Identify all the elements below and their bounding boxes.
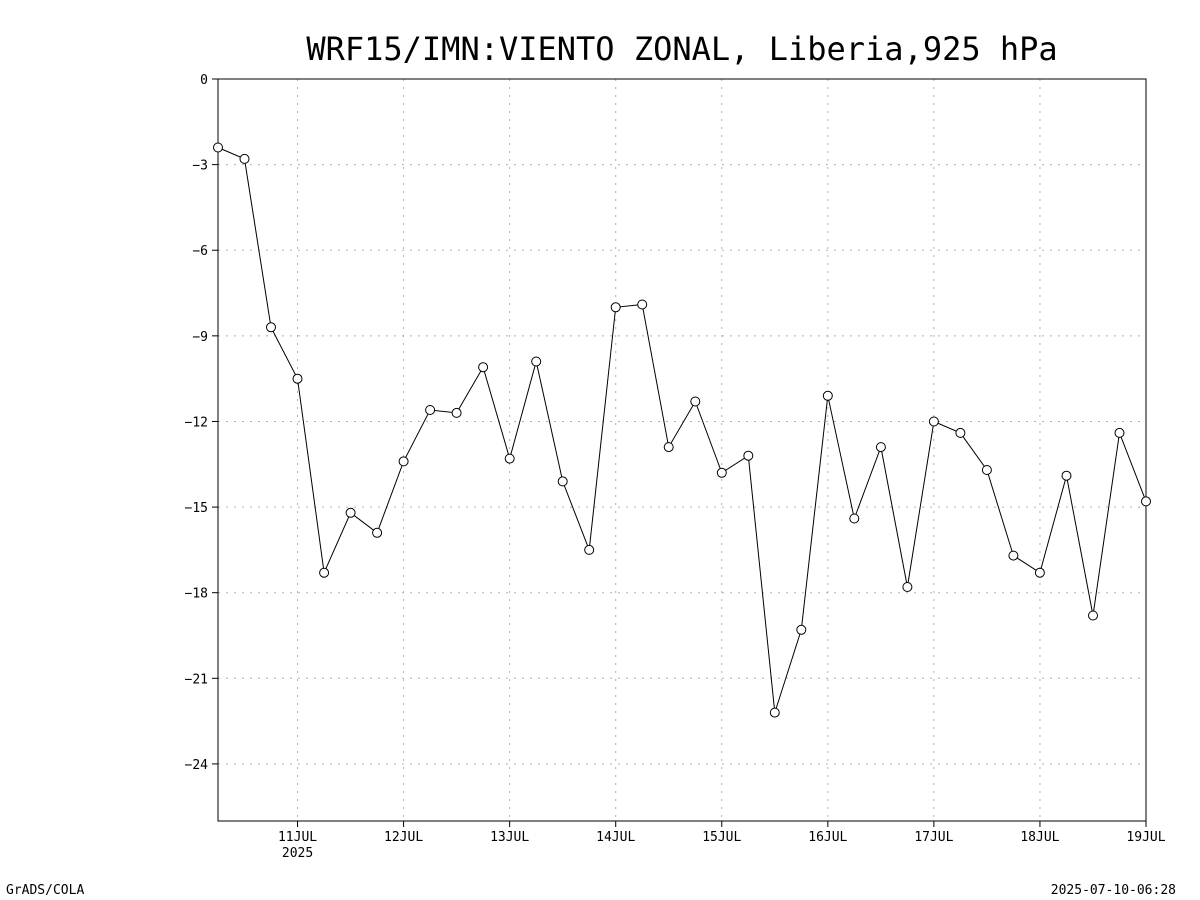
data-point bbox=[451, 407, 462, 418]
y-tick-label: −15 bbox=[185, 501, 208, 516]
y-tick-label: −6 bbox=[192, 244, 208, 259]
x-tick-label: 18JUL bbox=[1020, 830, 1059, 845]
data-point bbox=[213, 142, 223, 153]
data-point bbox=[1034, 567, 1045, 578]
grid-lines bbox=[218, 79, 1146, 821]
x-tick-year-label: 2025 bbox=[282, 846, 313, 861]
data-point bbox=[292, 373, 303, 384]
y-tick-label: −3 bbox=[192, 159, 208, 174]
data-point bbox=[743, 450, 754, 461]
x-tick-label: 19JUL bbox=[1126, 830, 1165, 845]
data-point bbox=[822, 390, 833, 401]
x-tick-label: 16JUL bbox=[808, 830, 847, 845]
y-tick-label: −12 bbox=[185, 415, 208, 430]
data-point bbox=[1061, 470, 1072, 481]
data-point bbox=[690, 396, 701, 407]
x-tick-label: 12JUL bbox=[384, 830, 423, 845]
data-point bbox=[1114, 427, 1125, 438]
data-point bbox=[345, 507, 356, 518]
data-point bbox=[398, 456, 409, 467]
data-point bbox=[504, 453, 515, 464]
data-point bbox=[239, 153, 250, 164]
data-point bbox=[1088, 610, 1098, 621]
data-point bbox=[610, 302, 621, 313]
y-tick-label: −9 bbox=[192, 330, 208, 345]
y-tick-label: −18 bbox=[185, 587, 208, 602]
data-point bbox=[584, 544, 595, 555]
data-points bbox=[213, 142, 1151, 718]
data-point bbox=[769, 707, 780, 718]
series-line bbox=[217, 147, 1147, 713]
data-point bbox=[557, 476, 568, 487]
x-tick-label: 17JUL bbox=[914, 830, 953, 845]
y-tick-label: 0 bbox=[200, 73, 208, 88]
y-axis-ticks: 0 −3 −6 −9 −12 −15 −18 −21 −24 bbox=[185, 73, 218, 773]
data-point bbox=[478, 362, 489, 373]
data-point bbox=[955, 427, 966, 438]
data-point bbox=[319, 567, 330, 578]
data-point bbox=[875, 442, 886, 453]
data-point bbox=[1141, 496, 1151, 507]
plot-frame bbox=[217, 78, 1147, 822]
x-tick-label: 14JUL bbox=[596, 830, 635, 845]
x-tick-label: 13JUL bbox=[490, 830, 529, 845]
data-point bbox=[425, 405, 436, 415]
data-point bbox=[849, 513, 860, 524]
x-tick-label: 15JUL bbox=[702, 830, 741, 845]
data-point bbox=[663, 442, 674, 453]
data-point bbox=[1008, 550, 1019, 561]
footer-timestamp: 2025-07-10-06:28 bbox=[1051, 883, 1176, 898]
y-tick-label: −21 bbox=[185, 672, 208, 687]
footer-software-label: GrADS/COLA bbox=[6, 883, 84, 898]
data-point bbox=[928, 416, 939, 427]
data-point bbox=[372, 527, 383, 538]
data-point bbox=[531, 356, 542, 367]
data-point bbox=[796, 624, 807, 635]
chart-title: WRF15/IMN:VIENTO ZONAL, Liberia,925 hPa bbox=[306, 30, 1057, 68]
data-point bbox=[266, 322, 276, 333]
data-point bbox=[902, 582, 913, 592]
data-point bbox=[981, 465, 992, 475]
data-point bbox=[716, 467, 727, 478]
y-tick-label: −24 bbox=[185, 758, 209, 773]
x-tick-label: 11JUL bbox=[278, 830, 317, 845]
data-point bbox=[637, 299, 648, 310]
